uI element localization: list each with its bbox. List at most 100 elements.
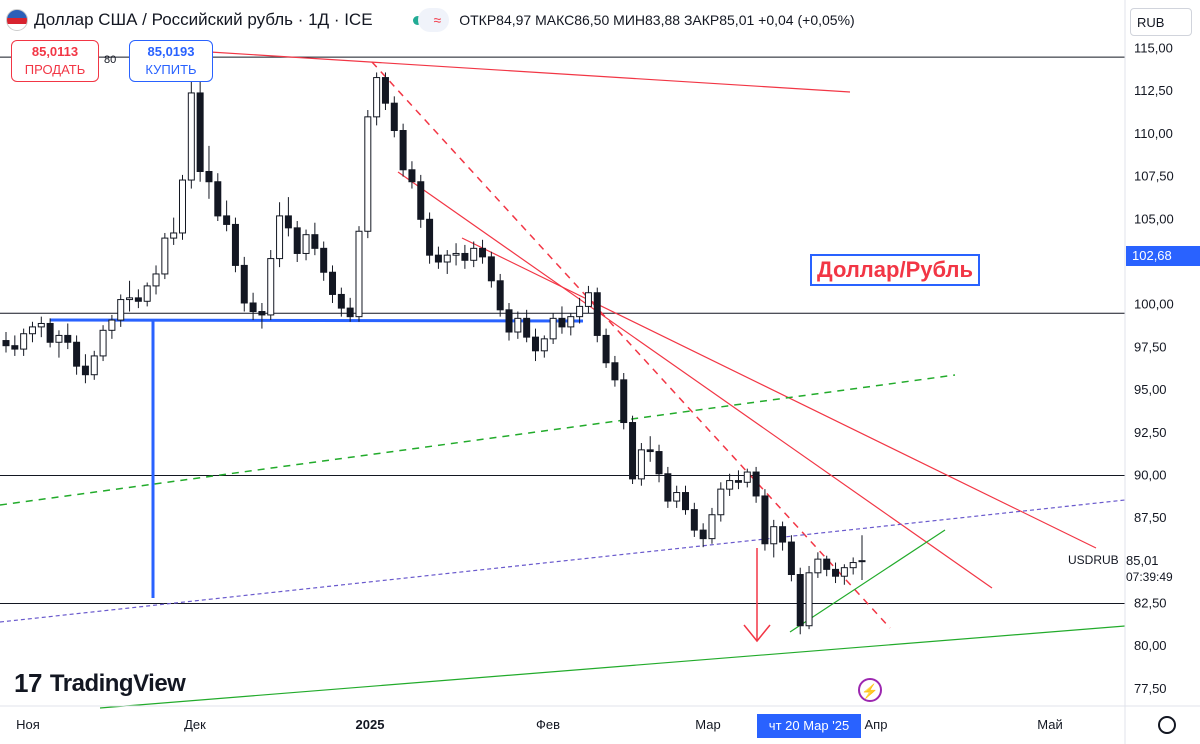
symbol-title[interactable]: Доллар США / Российский рубль · 1Д · ICE [34, 10, 373, 29]
time-tick-label: Апр [865, 717, 888, 732]
candle-body [717, 488, 725, 516]
candle [46, 318, 54, 348]
spread-value: 80 [104, 54, 117, 66]
wave-toggle[interactable]: ≈ [417, 8, 450, 32]
candle [302, 229, 310, 261]
candle [214, 173, 222, 222]
buy-price: 85,0193 [147, 44, 195, 59]
candle [55, 330, 63, 358]
candle-body [479, 247, 487, 258]
price-tick-label: 115,00 [1134, 41, 1173, 56]
crosshair-price-badge: 102,68 [1126, 246, 1200, 266]
settings-icon[interactable] [1158, 716, 1176, 734]
candle [479, 239, 487, 264]
candle [770, 519, 778, 558]
time-axis: Ноя Дек 2025 Фев Мар Апр Май [16, 717, 1063, 732]
price-tick-label: 80,00 [1134, 638, 1167, 653]
candle [531, 328, 539, 362]
candle-body [620, 379, 628, 424]
candle-body [417, 181, 425, 220]
candle-body [584, 292, 592, 307]
candle-body [443, 254, 451, 263]
candle [434, 246, 442, 269]
candle [673, 485, 681, 508]
candle-body [178, 179, 186, 234]
candle-body [126, 297, 134, 301]
candle [682, 485, 690, 515]
lightning-icon[interactable]: ⚡ [858, 678, 882, 702]
candle [699, 523, 707, 548]
candle [708, 507, 716, 544]
candle-body [196, 92, 204, 172]
candle [655, 444, 663, 483]
time-tick-label: Мар [695, 717, 720, 732]
candle-body [152, 273, 160, 287]
candle [823, 555, 831, 577]
trend-line-0 [209, 51, 851, 93]
candle-body [673, 492, 681, 502]
candle-body [390, 102, 398, 132]
change-value: +0,04 (+0,05%) [758, 12, 855, 28]
candle-body [682, 492, 690, 511]
sell-label: ПРОДАТЬ [24, 62, 86, 77]
candle-body [28, 326, 36, 335]
candle-body [637, 449, 645, 480]
candle [108, 314, 116, 339]
candle [73, 335, 81, 375]
sell-button[interactable]: 85,0113 ПРОДАТЬ [11, 40, 99, 82]
candle [726, 473, 734, 496]
candle-body [805, 572, 813, 627]
candle-body [752, 471, 760, 497]
candle [373, 72, 381, 126]
candle-body [258, 311, 266, 316]
high-value: 86,50 [574, 12, 610, 28]
candle-body [664, 473, 672, 502]
candle [20, 328, 28, 356]
candle-body [46, 322, 54, 343]
candle [152, 265, 160, 295]
candle-body [329, 271, 337, 295]
candle-body [849, 562, 857, 569]
candle-body [832, 568, 840, 577]
candle-body [399, 130, 407, 171]
candle [134, 289, 142, 309]
candle [267, 250, 275, 321]
candle [337, 287, 345, 317]
candle-body [690, 509, 698, 531]
logo-text: TradingView [49, 669, 186, 697]
candle-body [408, 169, 416, 183]
buy-button[interactable]: 85,0193 КУПИТЬ [129, 40, 213, 82]
time-tick-label: Дек [184, 717, 206, 732]
time-tick-label: Май [1037, 717, 1062, 732]
candle-body [531, 336, 539, 352]
price-tick-label: 107,50 [1134, 169, 1174, 184]
candle-body [496, 280, 504, 311]
candle [223, 200, 231, 232]
candle [540, 335, 548, 358]
chart-header: Доллар США / Российский рубль · 1Д · ICE… [0, 0, 1125, 40]
candle [249, 292, 257, 321]
trend-line-6 [99, 625, 1126, 709]
candle [743, 468, 751, 488]
candle [90, 350, 98, 380]
candle-body [364, 116, 372, 232]
tradingview-logo[interactable]: 17 TradingView [14, 668, 186, 699]
candle-body [214, 181, 222, 217]
candle [602, 328, 610, 368]
candle-body [523, 317, 531, 338]
candle [276, 202, 284, 268]
candle [381, 72, 389, 111]
candle [832, 562, 840, 584]
candle [187, 72, 195, 189]
candle [293, 221, 301, 262]
candle-body [64, 334, 72, 343]
candle-body [840, 567, 848, 577]
price-tick-label: 82,50 [1134, 596, 1167, 611]
currency-button[interactable]: RUB [1130, 8, 1192, 36]
candle-body [470, 247, 478, 261]
candle-body [629, 422, 637, 480]
candle-body [276, 215, 284, 260]
candle [390, 96, 398, 138]
price-tick-label: 100,00 [1134, 297, 1174, 312]
